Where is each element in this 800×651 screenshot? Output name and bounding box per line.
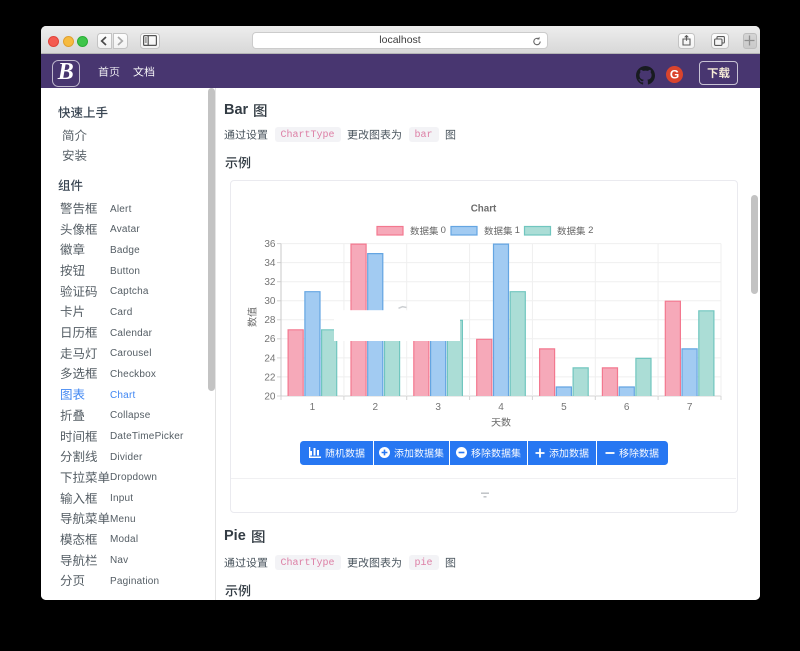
- svg-text:Chart: Chart: [471, 203, 497, 214]
- svg-text:3: 3: [435, 402, 441, 413]
- svg-text:5: 5: [561, 402, 567, 413]
- svg-text:2: 2: [373, 402, 379, 413]
- svg-text:1: 1: [310, 402, 316, 413]
- svg-text:G: G: [669, 68, 678, 82]
- svg-text:4: 4: [498, 402, 504, 413]
- svg-text:20: 20: [264, 391, 276, 402]
- svg-text:32: 32: [264, 277, 276, 288]
- svg-text:24: 24: [264, 353, 276, 364]
- svg-text:28: 28: [264, 315, 276, 326]
- svg-text:30: 30: [264, 296, 276, 307]
- svg-text:34: 34: [264, 258, 276, 269]
- svg-text:36: 36: [264, 239, 276, 250]
- svg-text:26: 26: [264, 334, 276, 345]
- svg-text:6: 6: [624, 402, 630, 413]
- svg-text:22: 22: [264, 372, 276, 383]
- svg-text:7: 7: [687, 402, 693, 413]
